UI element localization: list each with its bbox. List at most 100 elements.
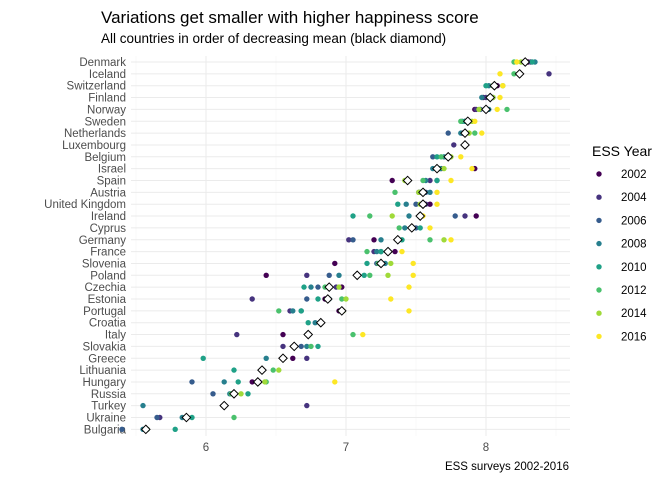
point-poland-2014 [385, 272, 391, 278]
point-ukraine-2006 [154, 414, 160, 421]
point-austria-2016 [434, 189, 440, 195]
y-tick-label-israel: Israel [98, 164, 126, 176]
point-ukraine-2012 [231, 414, 237, 421]
mean-diamond-bulgaria [140, 424, 151, 435]
x-tick-label: 7 [343, 442, 349, 454]
y-tick-label-russia: Russia [91, 389, 127, 401]
point-france-2010 [378, 248, 384, 255]
point-lithuania-2014 [276, 367, 282, 373]
chart-title: Variations get smaller with higher happi… [101, 8, 479, 27]
y-tick-label-luxembourg: Luxembourg [62, 140, 126, 152]
point-cyprus-2008 [402, 225, 408, 231]
point-hungary-2016 [332, 379, 338, 385]
legend-label-2010: 2010 [621, 262, 647, 274]
point-portugal-2016 [406, 308, 412, 314]
point-slovakia-2008 [304, 343, 310, 350]
point-russia-2010 [245, 391, 251, 397]
y-tick-label-czechia: Czechia [84, 282, 126, 294]
point-turkey-2004 [304, 402, 310, 409]
point-germany-2014 [441, 237, 447, 243]
point-ireland-2010 [350, 213, 356, 219]
point-germany-2008 [378, 237, 384, 243]
point-italy-2012 [350, 331, 356, 338]
point-portugal-2008 [290, 308, 296, 314]
y-tick-label-italy: Italy [105, 330, 126, 342]
point-estonia-2004 [249, 296, 255, 302]
x-tick-label: 6 [203, 442, 209, 454]
point-ireland-2004 [462, 213, 468, 219]
legend-swatch-2006 [596, 217, 602, 224]
y-tick-label-ukraine: Ukraine [86, 413, 126, 425]
point-lithuania-2010 [231, 367, 237, 373]
data-points [119, 59, 552, 432]
point-austria-2008 [427, 189, 433, 195]
legend-swatch-2014 [596, 310, 602, 316]
point-iceland-2012 [511, 71, 517, 77]
y-tick-label-poland: Poland [90, 270, 126, 282]
point-switzerland-2016 [500, 83, 506, 89]
mean-diamond-israel [432, 163, 442, 174]
legend-entries: 2002 2004 2006 2008 2010 2012 2014 2016 [596, 169, 647, 343]
point-russia-2014 [238, 391, 244, 397]
mean-diamond-italy [303, 329, 314, 340]
point-israel-2016 [469, 165, 475, 172]
point-greece-2004 [304, 355, 310, 361]
y-tick-label-bulgaria: Bulgaria [84, 424, 127, 436]
mean-diamond-switzerland [489, 80, 500, 91]
point-greece-2008 [263, 355, 269, 361]
mean-diamond-portugal [336, 305, 347, 316]
point-sweden-2012 [458, 118, 464, 125]
point-france-2002 [392, 248, 398, 255]
mean-diamond-luxembourg [460, 140, 470, 150]
mean-diamond-austria [418, 187, 428, 198]
y-tick-label-ireland: Ireland [91, 211, 126, 223]
point-cyprus-2012 [396, 225, 402, 231]
point-czechia-2014 [336, 284, 342, 290]
mean-diamond-turkey [219, 400, 230, 411]
point-hungary-2014 [262, 379, 268, 385]
country-labels: DenmarkIcelandSwitzerlandFinlandNorwaySw… [44, 57, 126, 436]
y-tick-label-lithuania: Lithuania [79, 365, 126, 377]
point-denmark-2010 [529, 59, 535, 65]
y-tick-label-denmark: Denmark [79, 57, 126, 69]
point-hungary-2010 [235, 379, 241, 385]
mean-diamond-greece [278, 353, 288, 364]
mean-diamond-lithuania [257, 365, 267, 376]
mean-diamond-russia [229, 388, 239, 399]
point-iceland-2016 [497, 71, 503, 77]
point-estonia-2012 [339, 296, 345, 302]
point-hungary-2002 [249, 379, 255, 385]
mean-diamond-belgium [443, 151, 454, 162]
point-ireland-2006 [452, 213, 458, 219]
legend-label-2008: 2008 [621, 239, 647, 251]
mean-diamond-france [383, 246, 393, 257]
x-axis-ticks: 6 7 8 [203, 442, 489, 454]
point-greece-2010 [200, 355, 206, 361]
legend-swatch-2016 [596, 333, 602, 340]
point-poland-2004 [304, 272, 310, 278]
point-italy-2002 [280, 331, 286, 338]
point-ireland-2014 [389, 213, 395, 219]
y-tick-label-cyprus: Cyprus [90, 223, 127, 235]
point-estonia-2010 [315, 296, 321, 302]
point-czechia-2006 [315, 284, 321, 290]
mean-diamond-spain [402, 175, 413, 186]
legend-label-2016: 2016 [621, 331, 647, 343]
point-slovakia-2006 [298, 343, 304, 350]
y-tick-label-germany: Germany [79, 235, 127, 247]
mean-diamond-croatia [315, 317, 326, 328]
point-poland-2016 [410, 272, 416, 278]
point-norway-2014 [476, 106, 482, 113]
y-tick-label-switzerland: Switzerland [67, 81, 126, 93]
point-lithuania-2012 [270, 367, 276, 373]
point-united-kingdom-2002 [427, 201, 433, 207]
y-tick-label-finland: Finland [88, 93, 126, 105]
grid [131, 56, 570, 436]
mean-diamond-iceland [514, 68, 525, 79]
point-ireland-2002 [473, 213, 479, 219]
point-ireland-2012 [367, 213, 373, 219]
mean-diamond-slovenia [376, 258, 386, 269]
y-tick-label-hungary: Hungary [83, 377, 127, 389]
legend-swatch-2008 [596, 240, 602, 247]
